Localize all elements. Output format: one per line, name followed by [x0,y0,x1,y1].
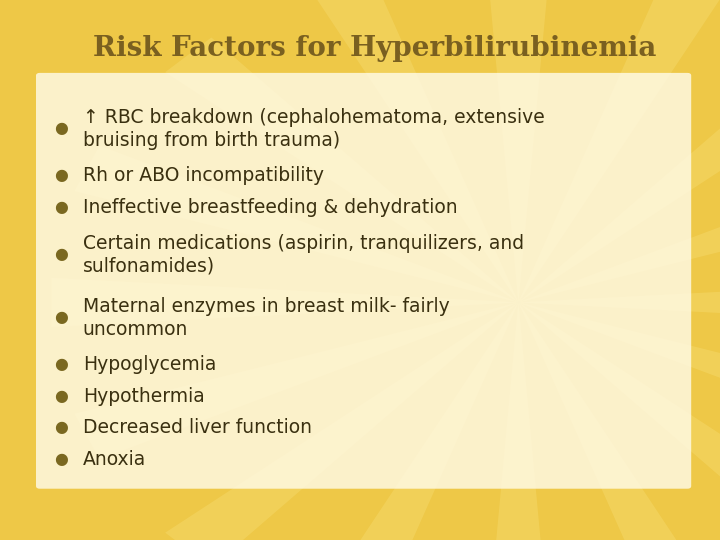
Text: ●: ● [54,389,68,404]
Polygon shape [486,302,551,540]
Text: Anoxia: Anoxia [83,450,146,469]
Text: Certain medications (aspirin, tranquilizers, and
sulfonamides): Certain medications (aspirin, tranquiliz… [83,234,524,275]
Polygon shape [518,278,720,327]
Polygon shape [165,37,518,302]
Text: ●: ● [54,247,68,262]
Text: ●: ● [54,121,68,136]
Text: Hypoglycemia: Hypoglycemia [83,355,216,374]
Polygon shape [486,0,551,302]
Text: Maternal enzymes in breast milk- fairly
uncommon: Maternal enzymes in breast milk- fairly … [83,297,449,339]
Polygon shape [310,0,518,302]
FancyBboxPatch shape [36,73,691,489]
Polygon shape [165,302,518,540]
Polygon shape [310,302,518,540]
Polygon shape [52,278,518,327]
Text: Risk Factors for Hyperbilirubinemia: Risk Factors for Hyperbilirubinemia [93,35,656,62]
Polygon shape [518,302,720,540]
Text: ●: ● [54,310,68,325]
Polygon shape [75,146,518,302]
Text: Decreased liver function: Decreased liver function [83,418,312,437]
Text: ●: ● [54,421,68,435]
Text: ↑ RBC breakdown (cephalohematoma, extensive
bruising from birth trauma): ↑ RBC breakdown (cephalohematoma, extens… [83,108,544,150]
Text: ●: ● [54,452,68,467]
Text: ●: ● [54,200,68,215]
Polygon shape [518,146,720,302]
Polygon shape [75,302,518,459]
Polygon shape [518,0,720,302]
Polygon shape [518,302,720,459]
Text: Hypothermia: Hypothermia [83,387,204,406]
Text: ●: ● [54,168,68,184]
Polygon shape [518,302,720,540]
Text: Rh or ABO incompatibility: Rh or ABO incompatibility [83,166,324,185]
Text: ●: ● [54,357,68,373]
Polygon shape [518,37,720,302]
Text: Ineffective breastfeeding & dehydration: Ineffective breastfeeding & dehydration [83,198,457,217]
